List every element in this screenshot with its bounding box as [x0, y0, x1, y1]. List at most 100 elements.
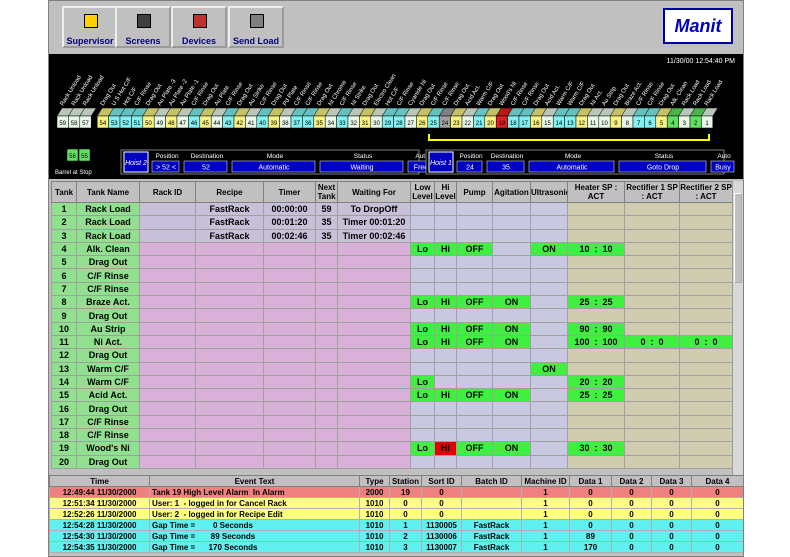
table-cell — [195, 374, 264, 390]
table-cell — [263, 374, 316, 390]
table-cell — [337, 454, 411, 469]
tank-number: 59 — [59, 121, 66, 127]
track — [428, 134, 710, 141]
table-cell: 00:01:20 — [263, 215, 316, 230]
table-cell — [315, 454, 338, 469]
table-cell — [456, 228, 493, 243]
tank-number: 56 — [69, 154, 76, 160]
button-label: Supervisor — [66, 36, 114, 46]
table-cell — [315, 321, 338, 336]
table-cell — [139, 334, 196, 350]
tank-row: 4 Alk. Clean Lo Hi OFF ON 10 : 10 — [51, 241, 732, 257]
tank-number: 26 — [419, 121, 426, 127]
tank-number: 27 — [407, 121, 414, 127]
tank-number: 42 — [236, 121, 243, 127]
scroll-thumb[interactable] — [734, 193, 742, 283]
table-cell — [263, 414, 316, 430]
table-cell — [679, 414, 732, 430]
table: Time Event Text Type Station Sort ID Batch ID… — [49, 475, 743, 553]
tank[interactable] — [78, 148, 91, 162]
table-cell — [195, 268, 264, 283]
table-cell — [337, 401, 411, 416]
table-cell — [492, 255, 531, 270]
toolbar-button[interactable]: Screens — [115, 6, 171, 48]
table-cell — [263, 401, 316, 416]
table-cell: ON — [492, 295, 531, 310]
table-cell — [337, 428, 411, 443]
log-cell: 1130006 — [421, 530, 462, 542]
log-cell: User: 1 - logged in for Cancel Rack — [149, 497, 360, 509]
table-cell: 9 — [51, 308, 77, 323]
log-row[interactable]: 12:52:26 11/30/2000 User: 2 - logged in f… — [49, 508, 743, 520]
table-cell: C/F Rinse — [76, 428, 140, 443]
log-row[interactable]: 12:54:35 11/30/2000 Gap Time = 170 Second… — [49, 541, 743, 553]
table-cell — [530, 441, 568, 456]
table-cell — [624, 228, 680, 243]
table-cell — [530, 308, 568, 323]
hoist-value: Automatic — [556, 165, 588, 172]
log-cell: 1010 — [359, 530, 390, 542]
table-cell: Warm C/F — [76, 374, 140, 390]
tank-row: 6 C/F Rinse — [51, 268, 732, 283]
tank[interactable] — [66, 148, 79, 162]
table-cell — [492, 454, 531, 469]
column-header: Tank — [51, 181, 77, 203]
table-cell — [679, 428, 732, 443]
table-cell — [492, 268, 531, 283]
table-cell: Lo — [410, 334, 435, 350]
log-cell: Gap Time = 170 Seconds — [149, 541, 360, 553]
table-cell — [410, 401, 435, 416]
table-cell — [624, 295, 680, 310]
table-cell — [139, 348, 196, 363]
table-cell: C/F Rinse — [76, 268, 140, 283]
table-cell — [315, 361, 338, 376]
log-row[interactable]: 12:54:30 11/30/2000 Gap Time = 89 Seconds… — [49, 530, 743, 542]
tank-number: 14 — [556, 121, 563, 127]
toolbar-button[interactable]: Devices — [171, 6, 227, 48]
table-cell — [195, 281, 264, 297]
table-cell — [624, 255, 680, 270]
log-row[interactable]: 12:54:28 11/30/2000 Gap Time = 0 Seconds 1… — [49, 519, 743, 531]
table-cell: Lo — [410, 295, 435, 310]
hoist-name-box — [428, 151, 454, 173]
table-cell — [139, 268, 196, 283]
hoist-value: 35 — [502, 165, 510, 172]
table-cell — [263, 321, 316, 336]
log-cell: 19 — [389, 486, 422, 498]
hoist-value: > 52 < — [156, 165, 176, 172]
table-cell — [679, 228, 732, 243]
tank-number: 20 — [487, 121, 494, 127]
table-cell — [410, 255, 435, 270]
tank-number: 49 — [157, 121, 164, 127]
table-cell — [679, 374, 732, 390]
tank[interactable] — [701, 115, 714, 129]
table-cell: 11 — [51, 334, 77, 350]
table-cell — [263, 361, 316, 376]
table-cell — [567, 414, 625, 430]
table-cell — [139, 321, 196, 336]
log-cell: 2000 — [359, 486, 390, 498]
toolbar-button[interactable]: Send Load — [228, 6, 284, 48]
column-header: Sort ID — [421, 475, 462, 487]
table-cell — [195, 428, 264, 443]
table-cell: Hi — [434, 388, 457, 403]
button-icon — [84, 14, 98, 28]
table-cell: FastRack — [195, 215, 264, 230]
table-cell: 5 — [51, 255, 77, 270]
tank-number: 43 — [225, 121, 232, 127]
log-row[interactable]: 12:51:34 11/30/2000 User: 1 - logged in f… — [49, 497, 743, 509]
table-cell — [679, 348, 732, 363]
table-cell: ON — [530, 241, 568, 257]
column-header: Timer — [263, 181, 316, 203]
tank[interactable] — [79, 115, 92, 129]
tank-number: 5 — [660, 121, 664, 127]
table-cell: 30 : 30 — [567, 441, 625, 456]
table-cell: Braze Act. — [76, 295, 140, 310]
table-cell — [434, 255, 457, 270]
tank-number: 21 — [476, 121, 483, 127]
scrollbar[interactable] — [732, 181, 743, 475]
toolbar-button[interactable]: Supervisor — [62, 6, 118, 48]
table-cell — [492, 241, 531, 257]
log-row[interactable]: 12:49:44 11/30/2000 Tank 19 High Level Al… — [49, 486, 743, 498]
tank-number: 1 — [705, 121, 709, 127]
